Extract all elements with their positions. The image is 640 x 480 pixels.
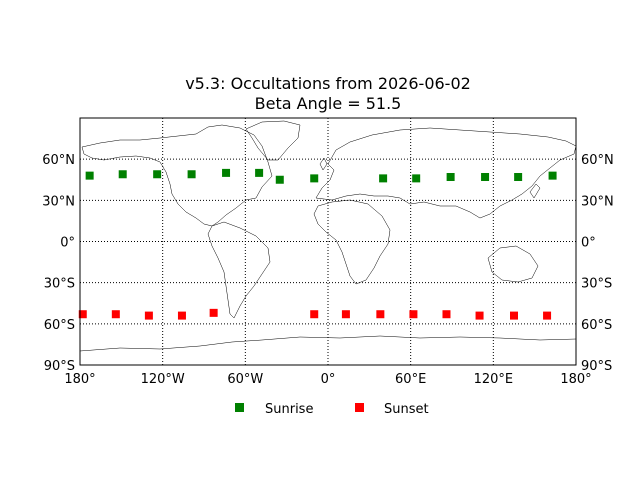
y-tick-label-right: 30°N bbox=[581, 194, 614, 209]
chart-legend: Sunrise Sunset bbox=[235, 402, 429, 417]
y-tick-label-right: 90°S bbox=[581, 359, 612, 374]
legend-marker-sunset bbox=[355, 403, 364, 412]
chart-markers bbox=[78, 168, 557, 320]
y-tick-label-right: 60°S bbox=[581, 318, 612, 333]
sunset-point bbox=[409, 310, 418, 319]
sunrise-point bbox=[222, 168, 231, 177]
chart-title-line1: v5.3: Occultations from 2026-06-02 bbox=[185, 74, 471, 93]
plot-area bbox=[78, 117, 577, 366]
sunset-point bbox=[177, 311, 186, 320]
legend-label-sunset: Sunset bbox=[384, 402, 429, 417]
y-tick-label-left: 30°N bbox=[42, 194, 75, 209]
sunset-point bbox=[543, 311, 552, 320]
sunrise-point bbox=[153, 170, 162, 179]
sunrise-point bbox=[255, 168, 264, 177]
japan-outline bbox=[529, 183, 541, 199]
sunrise-point bbox=[85, 171, 94, 180]
x-tick-label: 60°W bbox=[227, 372, 263, 387]
y-tick-label-right: 30°S bbox=[581, 277, 612, 292]
x-tick-label: 60°E bbox=[395, 372, 426, 387]
axis-labels: 180° 120°W 60°W 0° 60°E 120°E 180° 60°N 60°N 30°N… bbox=[42, 153, 614, 387]
greenland-outline bbox=[245, 120, 301, 161]
legend-marker-sunrise bbox=[235, 403, 244, 412]
africa-outline bbox=[313, 199, 391, 285]
y-tick-label-left: 0° bbox=[60, 236, 75, 251]
x-tick-label: 0° bbox=[321, 372, 336, 387]
x-tick-label: 180° bbox=[560, 372, 591, 387]
australia-outline bbox=[487, 245, 539, 283]
sunset-point bbox=[78, 310, 87, 319]
x-tick-label: 120°E bbox=[474, 372, 514, 387]
sunset-point bbox=[442, 310, 451, 319]
sunrise-point bbox=[310, 174, 319, 183]
sunset-point bbox=[475, 311, 484, 320]
sunset-point bbox=[376, 310, 385, 319]
x-tick-label: 180° bbox=[64, 372, 95, 387]
sunset-point bbox=[510, 311, 518, 320]
sunrise-point bbox=[118, 170, 127, 179]
sunrise-point bbox=[514, 173, 523, 182]
sunrise-point bbox=[187, 170, 196, 179]
y-tick-label-left: 90°S bbox=[44, 359, 75, 374]
sunset-point bbox=[341, 310, 350, 319]
sunrise-point bbox=[481, 173, 490, 182]
europe-asia-outline bbox=[315, 127, 577, 219]
sunrise-point bbox=[275, 175, 284, 184]
chart-title-line2: Beta Angle = 51.5 bbox=[255, 94, 402, 113]
y-tick-label-left: 30°S bbox=[44, 277, 75, 292]
x-tick-label: 120°W bbox=[141, 372, 185, 387]
y-tick-label-right: 0° bbox=[581, 236, 596, 251]
sunrise-point bbox=[548, 171, 557, 180]
north-america-outline bbox=[81, 124, 273, 227]
sunrise-point bbox=[446, 173, 455, 182]
sunrise-point bbox=[412, 174, 421, 183]
y-tick-label-left: 60°N bbox=[42, 153, 75, 168]
sunrise-point bbox=[379, 174, 388, 183]
plot-frame bbox=[79, 117, 577, 366]
uk-outline bbox=[319, 157, 328, 171]
sunset-point bbox=[144, 311, 153, 320]
sunset-point bbox=[111, 310, 120, 319]
sunset-point bbox=[310, 310, 319, 319]
legend-label-sunrise: Sunrise bbox=[265, 402, 313, 417]
y-tick-label-left: 60°S bbox=[44, 318, 75, 333]
chart-grid bbox=[80, 118, 576, 365]
south-america-outline bbox=[207, 221, 271, 319]
sunset-point bbox=[209, 308, 218, 317]
y-tick-label-right: 60°N bbox=[581, 153, 614, 168]
